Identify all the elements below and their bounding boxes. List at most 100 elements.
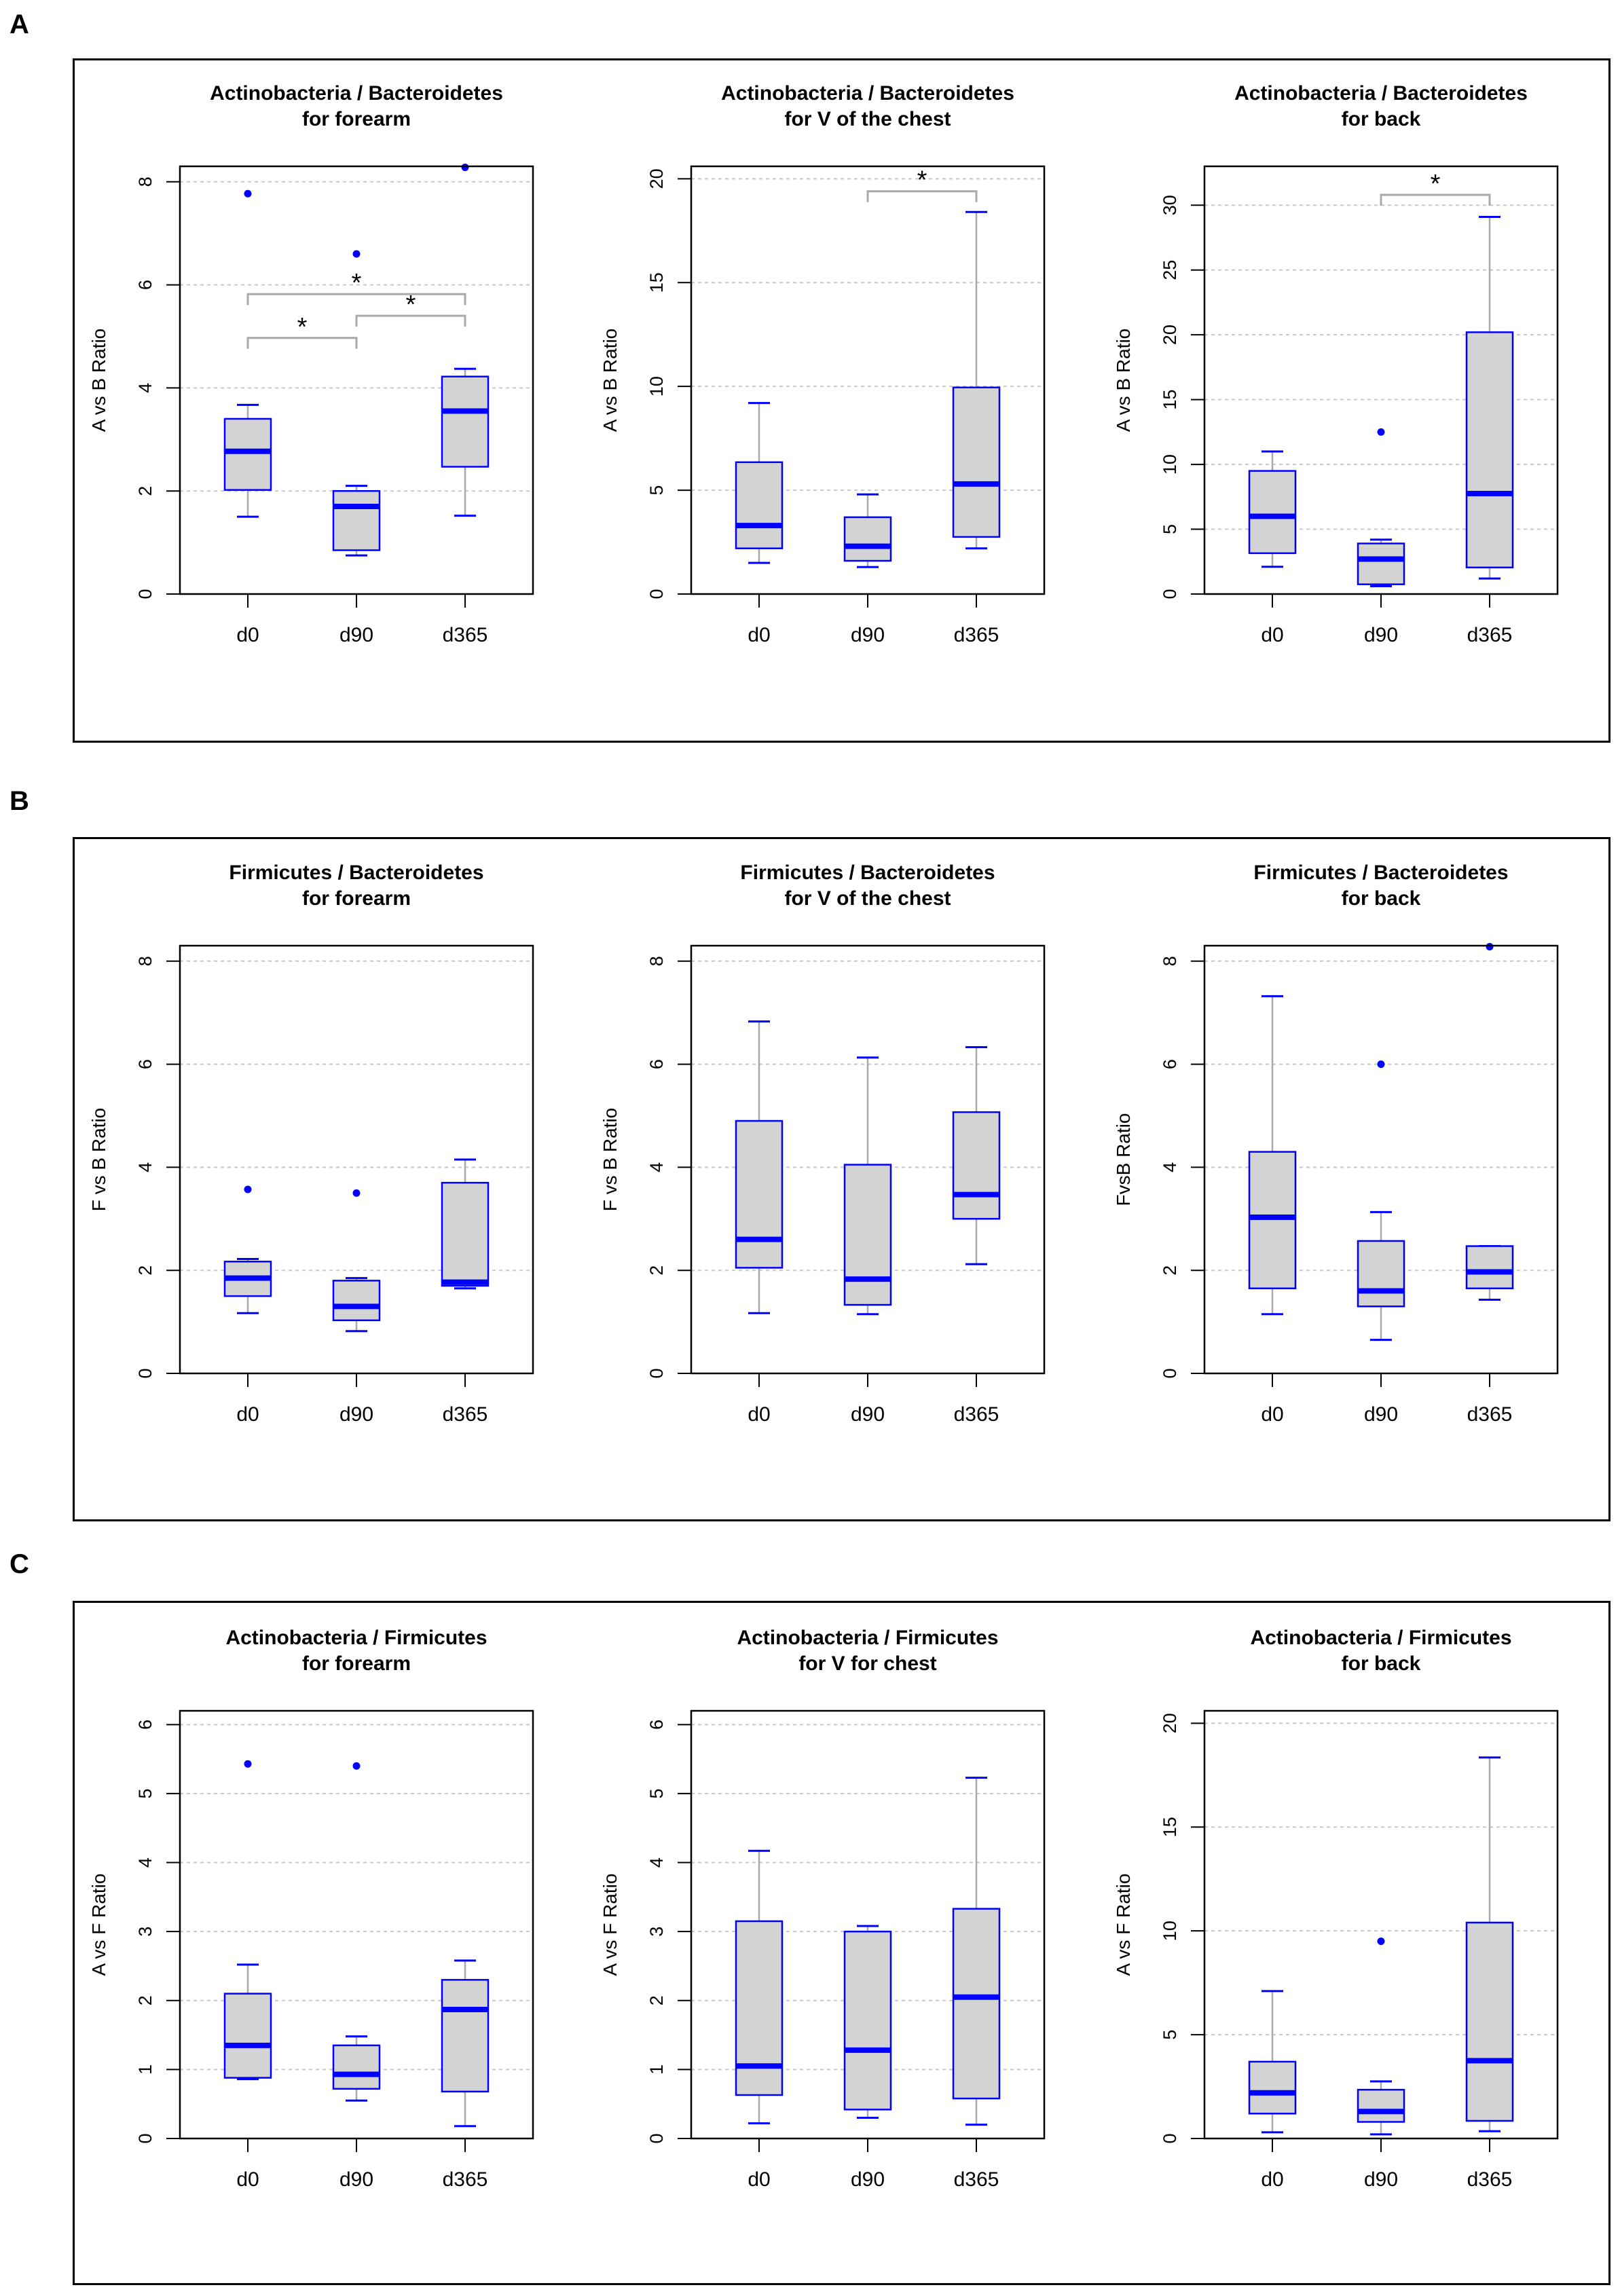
chart-b-chest: Firmicutes / Bacteroidetes for V of the c…: [600, 862, 1046, 1426]
x-tick-label: d90: [851, 624, 885, 646]
box-iqr: [332, 489, 381, 551]
outlier-point: [461, 164, 469, 172]
chart-title-line: for forearm: [302, 1652, 411, 1675]
panel-label-b: B: [10, 786, 29, 816]
chart-a-forearm: Actinobacteria / Bacteroidetes for forear…: [88, 82, 534, 646]
chart-title-line: for V of the chest: [784, 887, 951, 910]
x-tick-label: d0: [236, 1403, 259, 1426]
y-tick-label: 0: [135, 589, 155, 599]
y-tick-label: 20: [1160, 325, 1180, 345]
y-tick-label: 4: [135, 383, 155, 393]
chart-b-forearm: Firmicutes / Bacteroidetes for forearm 0 2 4…: [88, 862, 534, 1426]
significance-bracket: [355, 314, 466, 327]
y-tick-label: 25: [1160, 260, 1180, 280]
y-axis-label: A vs F Ratio: [600, 1874, 621, 1976]
y-tick-label: 4: [646, 1857, 667, 1868]
y-tick-label: 0: [135, 1368, 155, 1378]
box-iqr: [1248, 1151, 1297, 1290]
box-iqr: [223, 1993, 272, 2079]
box-iqr: [843, 1164, 892, 1306]
outlier-point: [352, 250, 361, 258]
y-tick-label: 15: [1160, 390, 1180, 410]
y-tick-label: 6: [646, 1720, 667, 1730]
chart-c-back: Actinobacteria / Firmicutes for back 0 5 10 1…: [1113, 1627, 1559, 2191]
y-tick-label: 2: [646, 1265, 667, 1276]
x-tick-label: d0: [236, 624, 259, 646]
x-tick-label: d0: [1261, 2168, 1283, 2191]
chart-title-line: Firmicutes / Bacteroidetes: [740, 862, 995, 884]
plot-frame: [179, 165, 534, 595]
y-tick-label: 10: [646, 376, 667, 396]
y-tick-label: 5: [646, 1788, 667, 1798]
y-tick-label: 0: [1160, 589, 1180, 599]
y-tick-label: 2: [1160, 1265, 1180, 1276]
panel-label-a: A: [10, 10, 29, 39]
y-tick-label: 3: [135, 1927, 155, 1937]
y-tick-label: 8: [135, 177, 155, 187]
outlier-point: [352, 1762, 361, 1770]
y-tick-label: 15: [1160, 1817, 1180, 1837]
outlier-point: [352, 1189, 361, 1197]
x-tick-label: d90: [339, 2168, 373, 2191]
panel-frame-b: [73, 837, 1610, 1521]
y-tick-label: 5: [135, 1788, 155, 1798]
box-iqr: [843, 1930, 892, 2111]
x-tick-label: d90: [851, 1403, 885, 1426]
chart-title-line: Firmicutes / Bacteroidetes: [1253, 862, 1508, 884]
box-iqr: [843, 516, 892, 562]
chart-title-line: for V of the chest: [784, 108, 951, 130]
plot-frame: [1203, 165, 1559, 595]
box-iqr: [952, 1908, 1001, 2100]
y-tick-label: 2: [135, 1265, 155, 1276]
chart-title-line: Actinobacteria / Firmicutes: [225, 1627, 487, 1649]
chart-title-line: Actinobacteria / Firmicutes: [737, 1627, 998, 1649]
x-tick-label: d90: [851, 2168, 885, 2191]
y-tick-label: 6: [1160, 1059, 1180, 1069]
x-tick-label: d365: [1467, 624, 1513, 646]
x-tick-label: d0: [1261, 1403, 1283, 1426]
box-iqr: [223, 418, 272, 491]
chart-title-line: Actinobacteria / Firmicutes: [1250, 1627, 1511, 1649]
y-tick-label: 4: [135, 1162, 155, 1172]
x-tick-label: d365: [443, 1403, 488, 1426]
chart-a-chest: Actinobacteria / Bacteroidetes for V of t…: [600, 82, 1046, 646]
outlier-point: [244, 1760, 252, 1768]
x-tick-label: d365: [954, 2168, 999, 2191]
x-tick-label: d0: [748, 1403, 770, 1426]
box-iqr: [441, 375, 490, 468]
outlier-point: [1377, 1937, 1385, 1945]
y-tick-label: 10: [1160, 454, 1180, 475]
chart-title-line: for back: [1342, 108, 1421, 130]
x-tick-label: d365: [443, 624, 488, 646]
x-tick-label: d365: [954, 1403, 999, 1426]
y-tick-label: 10: [1160, 1921, 1180, 1941]
y-axis-label: F vs B Ratio: [600, 1108, 621, 1211]
outlier-point: [1377, 428, 1385, 436]
y-tick-label: 2: [135, 486, 155, 496]
chart-title-line: Firmicutes / Bacteroidetes: [229, 862, 483, 884]
y-tick-label: 0: [646, 1368, 667, 1378]
y-tick-label: 0: [646, 2133, 667, 2143]
box-iqr: [1248, 470, 1297, 555]
y-tick-label: 4: [135, 1857, 155, 1868]
y-tick-label: 5: [1160, 524, 1180, 534]
panel-frame-a: [73, 58, 1610, 743]
chart-c-chest: Actinobacteria / Firmicutes for V for che…: [600, 1627, 1046, 2191]
y-tick-label: 5: [646, 485, 667, 496]
y-tick-label: 0: [646, 589, 667, 599]
y-tick-label: 6: [646, 1059, 667, 1069]
chart-c-forearm: Actinobacteria / Firmicutes for forearm 0 1…: [88, 1627, 534, 2191]
box-iqr: [1357, 542, 1405, 585]
box-iqr: [441, 1979, 490, 2093]
y-axis-label: A vs B Ratio: [1113, 329, 1134, 432]
y-tick-label: 2: [135, 1995, 155, 2005]
plot-frame: [179, 944, 534, 1375]
chart-a-back: Actinobacteria / Bacteroidetes for back 0 5…: [1113, 82, 1559, 646]
y-tick-label: 6: [135, 1059, 155, 1069]
y-axis-label: A vs F Ratio: [1113, 1874, 1134, 1976]
x-tick-label: d365: [1467, 1403, 1513, 1426]
x-tick-label: d90: [1364, 624, 1398, 646]
chart-title-line: Actinobacteria / Bacteroidetes: [210, 82, 503, 105]
box-iqr: [1357, 1240, 1405, 1308]
y-tick-label: 4: [646, 1162, 667, 1172]
